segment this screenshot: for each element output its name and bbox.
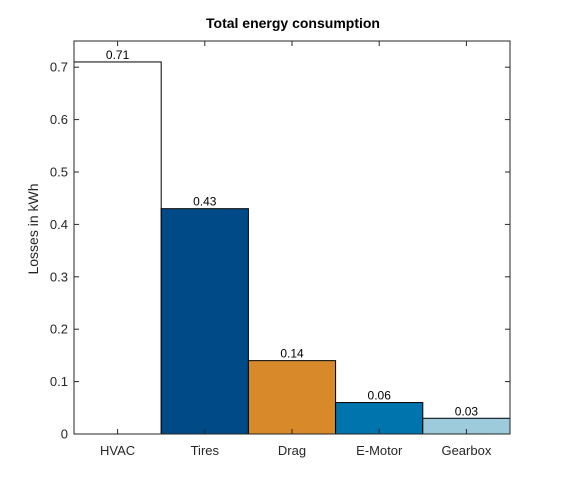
data-label-hvac: 0.71	[106, 48, 130, 62]
y-tick-label: 0.4	[50, 217, 68, 232]
y-tick-label: 0.6	[50, 112, 68, 127]
y-tick-label: 0	[61, 427, 68, 442]
data-label-drag: 0.14	[280, 347, 304, 361]
x-tick-label: HVAC	[100, 443, 135, 458]
y-tick-label: 0.2	[50, 322, 68, 337]
y-axis-label: Losses in kWh	[25, 183, 41, 274]
bar-hvac	[73, 61, 162, 435]
data-label-gearbox: 0.03	[455, 404, 479, 418]
x-tick-label: Gearbox	[441, 443, 491, 458]
x-tick-label: Drag	[278, 443, 306, 458]
data-label-tires: 0.43	[193, 195, 217, 209]
data-label-e-motor: 0.06	[368, 389, 392, 403]
x-tick-label: Tires	[191, 443, 220, 458]
bars-group	[73, 61, 511, 435]
chart-title: Total energy consumption	[206, 15, 380, 31]
y-tick-label: 0.1	[50, 374, 68, 389]
plot-area-box	[73, 40, 511, 435]
y-ticks-group: 0 0.1 0.2 0.3 0.4 0.5 0.6 0.7	[50, 60, 510, 442]
bar-tires	[160, 208, 249, 435]
x-tick-label: E-Motor	[356, 443, 403, 458]
y-tick-label: 0.3	[50, 269, 68, 284]
y-tick-label: 0.7	[50, 60, 68, 75]
x-ticks-group: HVAC Tires Drag E-Motor Gearbox	[100, 41, 492, 458]
data-labels-group: 0.71 0.43 0.14 0.06 0.03	[106, 48, 478, 418]
bar-drag	[247, 360, 337, 435]
y-tick-label: 0.5	[50, 165, 68, 180]
